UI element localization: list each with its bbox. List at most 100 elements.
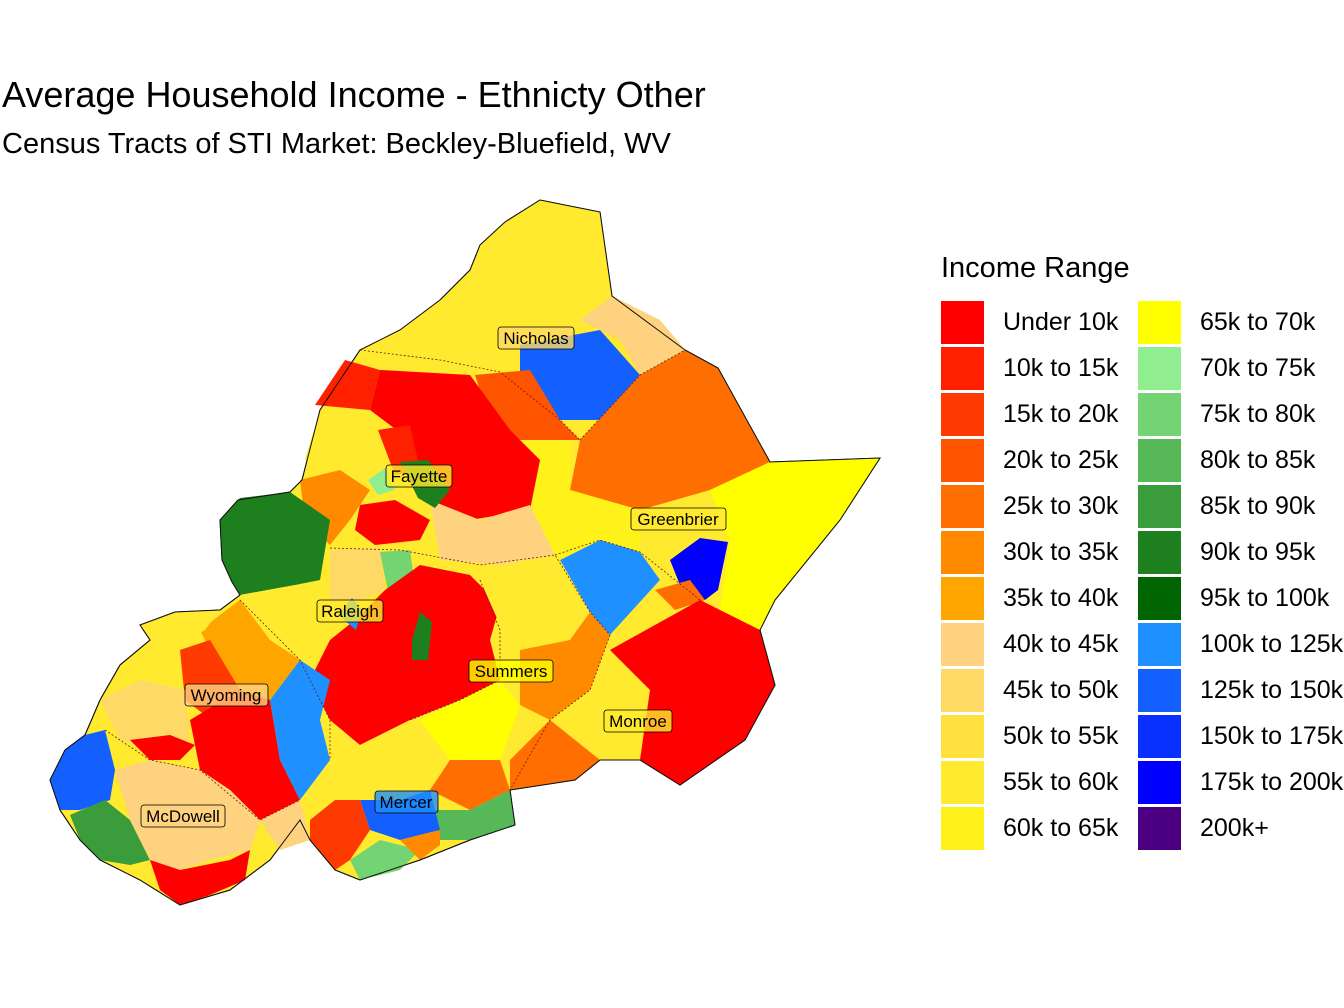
tract-polygon[interactable] (350, 840, 420, 880)
county-border (509, 634, 611, 791)
tract-polygon[interactable] (330, 548, 385, 600)
tract-polygon[interactable] (710, 458, 880, 630)
county-label-text: Greenbrier (637, 510, 719, 529)
legend-label: 200k+ (1200, 814, 1269, 842)
county-label-raleigh[interactable]: Raleigh (316, 599, 384, 623)
legend-swatch (941, 669, 984, 712)
county-border (359, 349, 581, 441)
legend-swatch (941, 715, 984, 758)
map-title: Average Household Income - Ethnicty Othe… (2, 74, 706, 115)
legend-label: 150k to 175k (1200, 722, 1344, 750)
county-label-wyoming[interactable]: Wyoming (184, 683, 269, 707)
tract-polygon[interactable] (355, 500, 430, 545)
legend-label: 20k to 25k (1003, 446, 1119, 474)
county-label-greenbrier[interactable]: Greenbrier (630, 507, 727, 531)
legend-label: 175k to 200k (1200, 768, 1344, 796)
legend-label: 100k to 125k (1200, 630, 1344, 658)
tract-polygon[interactable] (420, 680, 520, 760)
county-labels: Nicholas Fayette Greenbrier Raleigh Summ… (140, 326, 727, 828)
legend-label: 50k to 55k (1003, 722, 1119, 750)
tract-polygon[interactable] (310, 565, 500, 745)
tract-polygon[interactable] (480, 560, 590, 650)
tract-polygon[interactable] (368, 468, 395, 495)
legend-label: 60k to 65k (1003, 814, 1119, 842)
tract-polygon[interactable] (370, 370, 540, 520)
county-label-text: Monroe (609, 712, 667, 731)
legend-label: 30k to 35k (1003, 538, 1119, 566)
tract-polygon[interactable] (140, 610, 220, 650)
tract-polygon[interactable] (400, 830, 440, 860)
tract-polygon[interactable] (580, 296, 685, 375)
tract-polygon[interactable] (100, 680, 190, 750)
tract-polygon[interactable] (430, 790, 515, 840)
legend-swatch (1138, 439, 1181, 482)
tract-polygon[interactable] (570, 350, 770, 510)
county-label-mercer[interactable]: Mercer (374, 790, 439, 814)
map-subtitle: Census Tracts of STI Market: Beckley-Blu… (2, 128, 671, 160)
census-tracts (50, 200, 880, 905)
county-border (104, 729, 301, 821)
county-label-mcdowell[interactable]: McDowell (140, 804, 226, 828)
legend-swatch (941, 485, 984, 528)
legend-swatch (941, 807, 984, 850)
legend-label: 95k to 100k (1200, 584, 1330, 612)
county-borders (104, 349, 701, 821)
legend-label: 80k to 85k (1200, 446, 1316, 474)
legend-label: 25k to 30k (1003, 492, 1119, 520)
legend-title: Income Range (941, 252, 1130, 284)
county-label-text: Wyoming (191, 686, 262, 705)
tract-polygon[interactable] (655, 580, 705, 610)
legend-swatch (941, 623, 984, 666)
tract-polygon[interactable] (240, 585, 330, 660)
county-label-text: Nicholas (503, 329, 568, 348)
legend-swatch (1138, 393, 1181, 436)
tract-polygon[interactable] (412, 612, 432, 660)
legend-label: 40k to 45k (1003, 630, 1119, 658)
legend-swatch (1138, 531, 1181, 574)
county-border (579, 349, 686, 441)
tract-polygon[interactable] (520, 330, 640, 420)
tract-polygon[interactable] (430, 500, 555, 565)
tract-polygon[interactable] (510, 720, 600, 790)
county-label-text: Raleigh (321, 602, 379, 621)
tract-polygon[interactable] (470, 200, 612, 300)
legend-swatch (1138, 301, 1181, 344)
tract-polygon[interactable] (560, 540, 660, 635)
tract-polygon[interactable] (360, 285, 500, 370)
county-label-monroe[interactable]: Monroe (603, 709, 673, 733)
county-label-summers[interactable]: Summers (468, 659, 554, 683)
legend-label: 55k to 60k (1003, 768, 1119, 796)
tract-polygon[interactable] (50, 730, 115, 810)
legend-label: 75k to 80k (1200, 400, 1316, 428)
tract-polygon[interactable] (260, 800, 310, 850)
legend-label: 35k to 40k (1003, 584, 1119, 612)
legend-label: 65k to 70k (1200, 308, 1316, 336)
tract-polygon[interactable] (430, 760, 510, 810)
tract-polygon[interactable] (150, 850, 250, 905)
legend-swatch (941, 347, 984, 390)
tract-polygon[interactable] (200, 600, 300, 700)
legend-swatch (941, 577, 984, 620)
tract-polygon[interactable] (310, 800, 370, 870)
tract-polygon[interactable] (220, 492, 330, 595)
tract-polygon[interactable] (315, 360, 380, 410)
legend-swatch (941, 531, 984, 574)
tract-polygon[interactable] (270, 660, 330, 800)
tract-polygon[interactable] (130, 735, 195, 760)
county-label-fayette[interactable]: Fayette (385, 464, 453, 488)
legend-swatch (1138, 669, 1181, 712)
tract-polygon[interactable] (305, 410, 395, 470)
tract-polygon[interactable] (610, 600, 775, 785)
legend-label: 45k to 50k (1003, 676, 1119, 704)
county-border (554, 539, 701, 601)
tract-polygon[interactable] (330, 720, 450, 800)
legend-label: 90k to 95k (1200, 538, 1316, 566)
tract-polygon[interactable] (520, 612, 610, 720)
county-label-text: McDowell (146, 807, 220, 826)
tract-polygon[interactable] (190, 690, 300, 820)
county-label-nicholas[interactable]: Nicholas (497, 326, 575, 350)
legend-swatch (941, 761, 984, 804)
tract-polygon[interactable] (70, 800, 150, 865)
legend-swatch (1138, 715, 1181, 758)
legend-swatch (1138, 347, 1181, 390)
